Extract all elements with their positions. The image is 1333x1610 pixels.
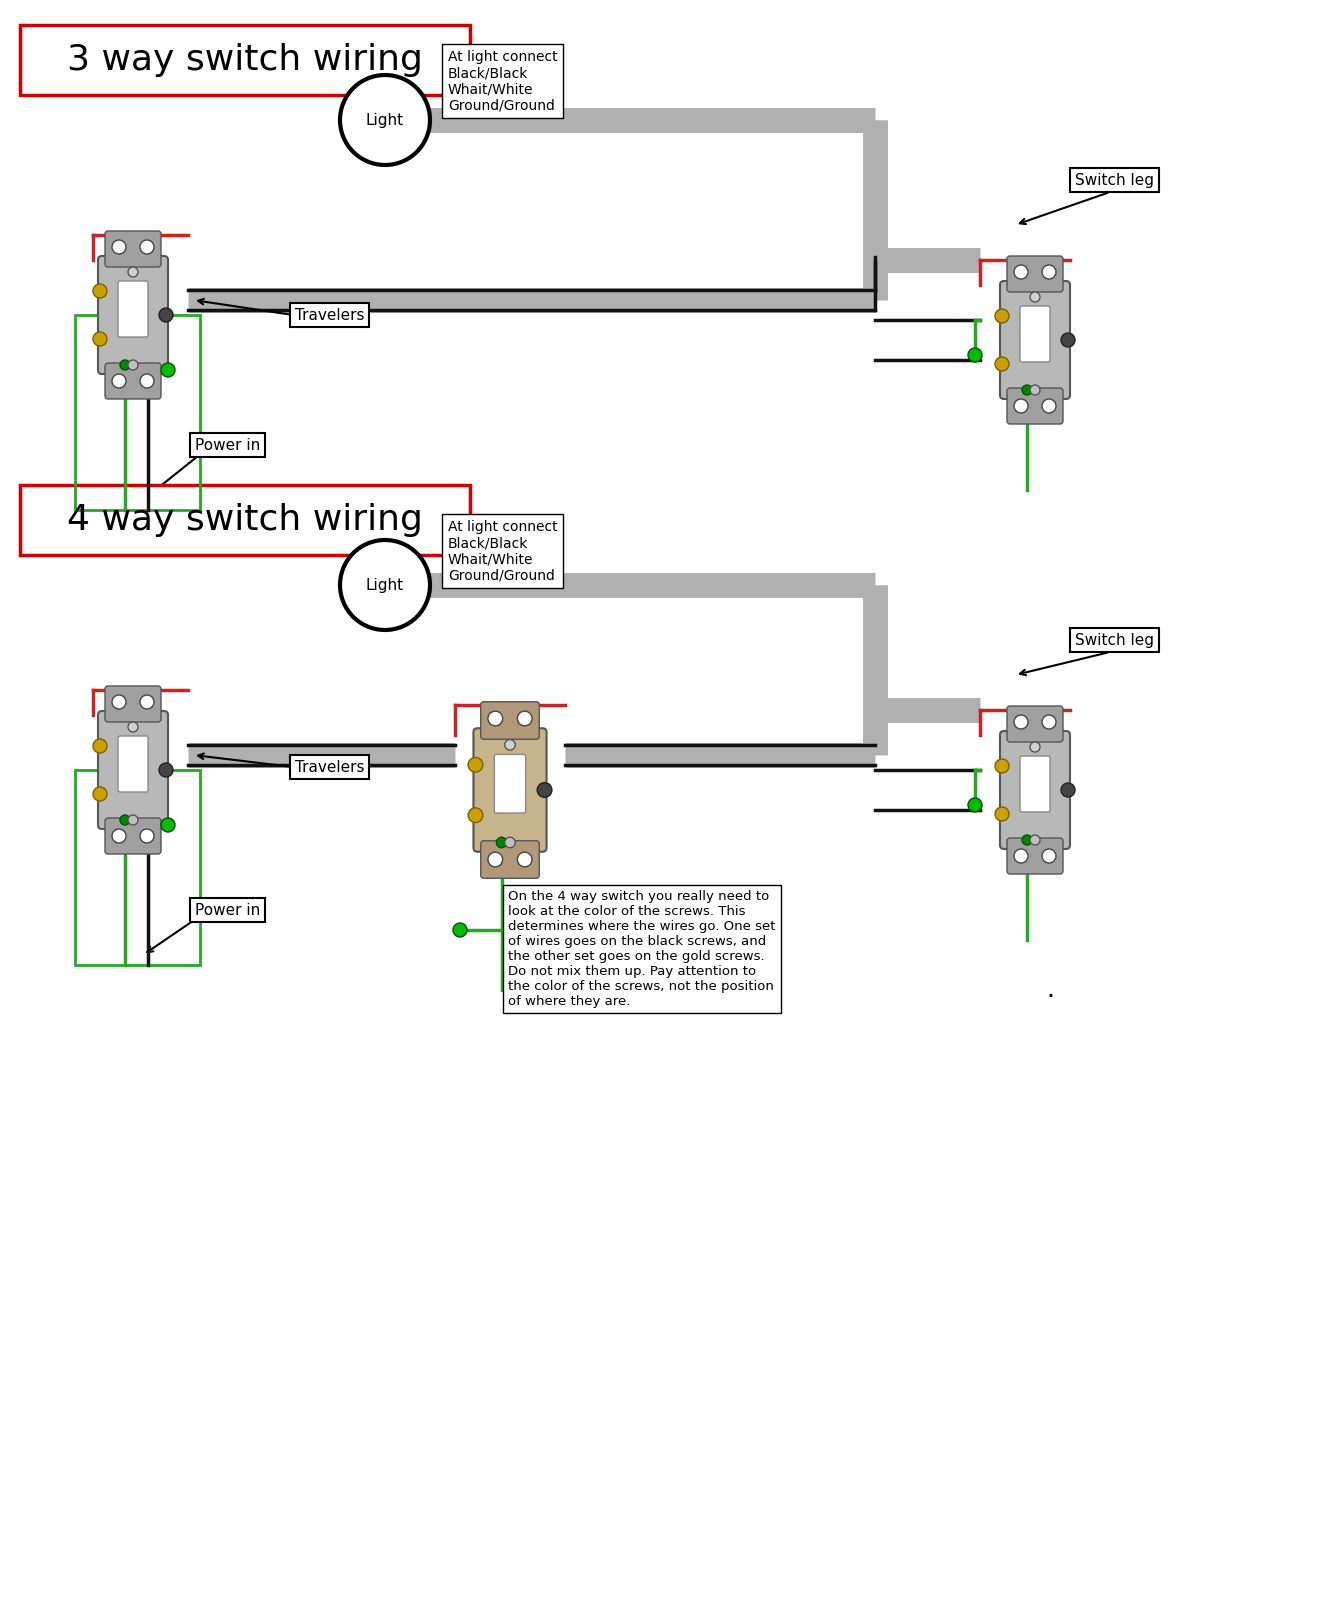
Circle shape	[112, 374, 127, 388]
Text: Travelers: Travelers	[295, 760, 364, 774]
Bar	[75, 316, 200, 510]
Circle shape	[93, 787, 107, 802]
Circle shape	[1061, 782, 1074, 797]
Text: At light connect
Black/Black
Whait/White
Ground/Ground: At light connect Black/Black Whait/White…	[448, 520, 557, 583]
Circle shape	[468, 808, 483, 823]
Bar	[75, 770, 200, 964]
Circle shape	[468, 757, 483, 773]
FancyBboxPatch shape	[119, 282, 148, 336]
Circle shape	[488, 712, 503, 726]
FancyBboxPatch shape	[105, 686, 161, 721]
Circle shape	[537, 782, 552, 797]
Circle shape	[517, 712, 532, 726]
Circle shape	[1022, 385, 1032, 394]
FancyBboxPatch shape	[1006, 707, 1062, 742]
Circle shape	[340, 539, 431, 630]
Circle shape	[968, 799, 982, 811]
Circle shape	[1042, 399, 1056, 414]
FancyBboxPatch shape	[20, 485, 471, 555]
Circle shape	[505, 837, 516, 848]
Circle shape	[1030, 385, 1040, 394]
Circle shape	[112, 829, 127, 844]
FancyBboxPatch shape	[1006, 256, 1062, 291]
Circle shape	[1042, 715, 1056, 729]
Circle shape	[1022, 836, 1032, 845]
FancyBboxPatch shape	[119, 736, 148, 792]
Circle shape	[994, 357, 1009, 370]
Circle shape	[140, 374, 155, 388]
FancyBboxPatch shape	[481, 840, 540, 877]
Circle shape	[159, 308, 173, 322]
FancyBboxPatch shape	[105, 362, 161, 399]
FancyBboxPatch shape	[1000, 731, 1070, 848]
Text: .: .	[1046, 977, 1054, 1001]
Text: At light connect
Black/Black
Whait/White
Ground/Ground: At light connect Black/Black Whait/White…	[448, 50, 557, 113]
Circle shape	[488, 852, 503, 866]
Circle shape	[1014, 266, 1028, 279]
FancyBboxPatch shape	[105, 818, 161, 853]
Circle shape	[1014, 848, 1028, 863]
FancyBboxPatch shape	[99, 256, 168, 374]
Circle shape	[120, 361, 131, 370]
Text: Light: Light	[367, 578, 404, 592]
FancyBboxPatch shape	[1020, 757, 1050, 811]
FancyBboxPatch shape	[20, 26, 471, 95]
Circle shape	[1014, 399, 1028, 414]
FancyBboxPatch shape	[481, 702, 540, 739]
Circle shape	[161, 362, 175, 377]
Circle shape	[128, 267, 139, 277]
FancyBboxPatch shape	[473, 728, 547, 852]
Circle shape	[968, 348, 982, 362]
Circle shape	[161, 818, 175, 832]
Circle shape	[505, 739, 516, 750]
Text: Switch leg: Switch leg	[1074, 633, 1154, 647]
Circle shape	[453, 923, 467, 937]
Circle shape	[1014, 715, 1028, 729]
FancyBboxPatch shape	[1006, 837, 1062, 874]
Circle shape	[1030, 836, 1040, 845]
Circle shape	[93, 283, 107, 298]
Text: Light: Light	[367, 113, 404, 127]
Circle shape	[340, 76, 431, 164]
Circle shape	[496, 837, 507, 848]
FancyBboxPatch shape	[495, 755, 525, 813]
Circle shape	[1030, 742, 1040, 752]
FancyBboxPatch shape	[1000, 282, 1070, 399]
Circle shape	[140, 829, 155, 844]
Circle shape	[994, 309, 1009, 324]
Circle shape	[93, 739, 107, 753]
Text: 3 way switch wiring: 3 way switch wiring	[67, 43, 423, 77]
Circle shape	[128, 721, 139, 733]
Text: Travelers: Travelers	[295, 308, 364, 322]
Text: Power in: Power in	[195, 438, 260, 452]
Circle shape	[128, 815, 139, 824]
Circle shape	[112, 696, 127, 708]
Circle shape	[159, 763, 173, 778]
Circle shape	[140, 696, 155, 708]
Circle shape	[517, 852, 532, 866]
Circle shape	[128, 361, 139, 370]
Circle shape	[93, 332, 107, 346]
Circle shape	[112, 240, 127, 254]
Circle shape	[1042, 266, 1056, 279]
Circle shape	[120, 815, 131, 824]
FancyBboxPatch shape	[105, 230, 161, 267]
Circle shape	[1061, 333, 1074, 348]
Circle shape	[994, 758, 1009, 773]
Circle shape	[1030, 291, 1040, 303]
Circle shape	[994, 807, 1009, 821]
FancyBboxPatch shape	[99, 712, 168, 829]
Circle shape	[140, 240, 155, 254]
Text: 4 way switch wiring: 4 way switch wiring	[67, 502, 423, 538]
Text: Switch leg: Switch leg	[1074, 172, 1154, 187]
Circle shape	[1042, 848, 1056, 863]
Text: On the 4 way switch you really need to
look at the color of the screws. This
det: On the 4 way switch you really need to l…	[508, 890, 776, 1008]
Text: Power in: Power in	[195, 903, 260, 918]
FancyBboxPatch shape	[1006, 388, 1062, 423]
FancyBboxPatch shape	[1020, 306, 1050, 362]
